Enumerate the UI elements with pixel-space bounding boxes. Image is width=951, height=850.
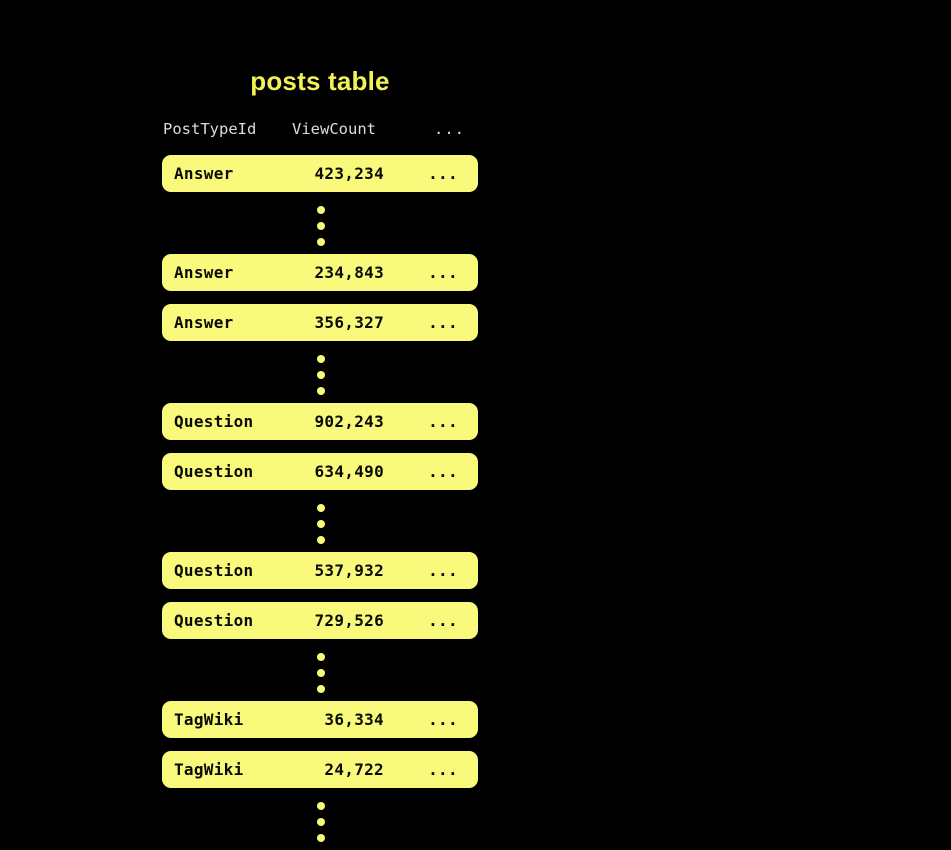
vertical-ellipsis bbox=[162, 501, 478, 551]
cell-more: ... bbox=[428, 412, 458, 431]
cell-view-count: 634,490 bbox=[314, 462, 384, 481]
figure-canvas: posts table PostTypeId ViewCount ... Ans… bbox=[162, 66, 478, 842]
ellipsis-dot-icon bbox=[317, 802, 325, 810]
cell-post-type-id: Answer bbox=[174, 164, 234, 183]
cell-post-type-id: TagWiki bbox=[174, 760, 244, 779]
table-row[interactable]: Answer 423,234 ... bbox=[162, 155, 478, 192]
ellipsis-dot-icon bbox=[317, 653, 325, 661]
ellipsis-dot-icon bbox=[317, 685, 325, 693]
cell-view-count: 356,327 bbox=[314, 313, 384, 332]
cell-more: ... bbox=[428, 164, 458, 183]
cell-post-type-id: Answer bbox=[174, 263, 234, 282]
vertical-ellipsis bbox=[162, 203, 478, 253]
ellipsis-dot-icon bbox=[317, 669, 325, 677]
cell-post-type-id: Answer bbox=[174, 313, 234, 332]
ellipsis-dot-icon bbox=[317, 238, 325, 246]
table-row[interactable]: TagWiki 24,722 ... bbox=[162, 751, 478, 788]
ellipsis-dot-icon bbox=[317, 834, 325, 842]
cell-post-type-id: Question bbox=[174, 561, 254, 580]
table-row[interactable]: Question 537,932 ... bbox=[162, 552, 478, 589]
cell-more: ... bbox=[428, 313, 458, 332]
cell-view-count: 423,234 bbox=[314, 164, 384, 183]
cell-post-type-id: Question bbox=[174, 611, 254, 630]
cell-more: ... bbox=[428, 561, 458, 580]
cell-view-count: 729,526 bbox=[314, 611, 384, 630]
cell-view-count: 36,334 bbox=[324, 710, 384, 729]
cell-more: ... bbox=[428, 760, 458, 779]
vertical-ellipsis bbox=[162, 650, 478, 700]
page-title: posts table bbox=[250, 66, 390, 96]
cell-more: ... bbox=[428, 710, 458, 729]
ellipsis-dot-icon bbox=[317, 222, 325, 230]
column-header-more: ... bbox=[434, 120, 465, 138]
table-row[interactable]: TagWiki 36,334 ... bbox=[162, 701, 478, 738]
cell-view-count: 234,843 bbox=[314, 263, 384, 282]
ellipsis-dot-icon bbox=[317, 504, 325, 512]
table-row[interactable]: Question 729,526 ... bbox=[162, 602, 478, 639]
table-body: Answer 423,234 ... Answer 234,843 ... An… bbox=[162, 155, 478, 850]
ellipsis-dot-icon bbox=[317, 818, 325, 826]
cell-post-type-id: Question bbox=[174, 412, 254, 431]
column-header-view-count: ViewCount bbox=[292, 120, 376, 138]
ellipsis-dot-icon bbox=[317, 536, 325, 544]
column-header-post-type-id: PostTypeId bbox=[163, 120, 257, 138]
ellipsis-dot-icon bbox=[317, 520, 325, 528]
vertical-ellipsis bbox=[162, 352, 478, 402]
ellipsis-dot-icon bbox=[317, 387, 325, 395]
vertical-ellipsis bbox=[162, 799, 478, 849]
ellipsis-dot-icon bbox=[317, 206, 325, 214]
table-row[interactable]: Question 902,243 ... bbox=[162, 403, 478, 440]
cell-more: ... bbox=[428, 263, 458, 282]
cell-more: ... bbox=[428, 611, 458, 630]
cell-view-count: 902,243 bbox=[314, 412, 384, 431]
cell-view-count: 24,722 bbox=[324, 760, 384, 779]
ellipsis-dot-icon bbox=[317, 371, 325, 379]
cell-more: ... bbox=[428, 462, 458, 481]
table-row[interactable]: Answer 234,843 ... bbox=[162, 254, 478, 291]
table-column-header: PostTypeId ViewCount ... bbox=[162, 119, 478, 139]
cell-view-count: 537,932 bbox=[314, 561, 384, 580]
table-row[interactable]: Answer 356,327 ... bbox=[162, 304, 478, 341]
table-row[interactable]: Question 634,490 ... bbox=[162, 453, 478, 490]
cell-post-type-id: Question bbox=[174, 462, 254, 481]
ellipsis-dot-icon bbox=[317, 355, 325, 363]
cell-post-type-id: TagWiki bbox=[174, 710, 244, 729]
